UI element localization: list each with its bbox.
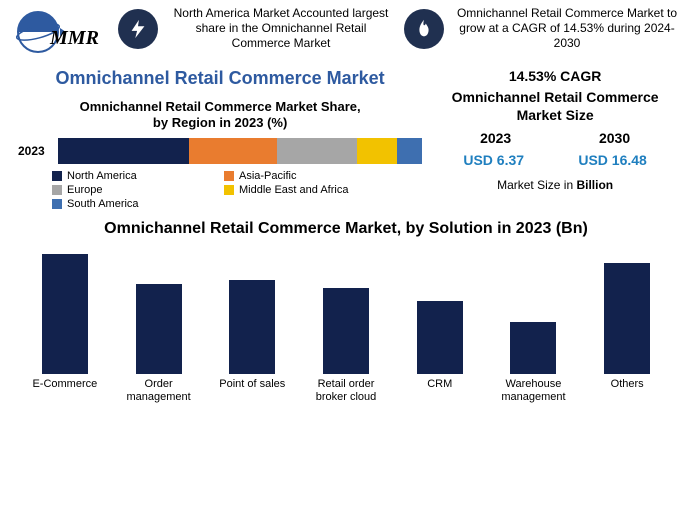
bar	[323, 288, 369, 373]
stacked-legend: North America Asia-Pacific Europe Middle Ea…	[18, 170, 422, 210]
legend-swatch	[52, 199, 62, 209]
legend-label: Middle East and Africa	[239, 184, 348, 196]
highlight-1-text: North America Market Accounted largest s…	[166, 6, 396, 51]
bar	[417, 301, 463, 374]
bar-column	[112, 284, 206, 374]
bar-column	[18, 254, 112, 373]
bar-label: Point of sales	[205, 378, 299, 404]
bar-label: Order management	[112, 378, 206, 404]
bar-label: CRM	[393, 378, 487, 404]
market-size-unit: Market Size in Billion	[436, 178, 674, 192]
stacked-year-label: 2023	[18, 144, 52, 158]
legend-swatch	[224, 185, 234, 195]
stacked-segment	[58, 138, 189, 164]
stacked-segment	[397, 138, 422, 164]
year-b-label: 2030	[599, 130, 630, 146]
bar-column	[580, 263, 674, 374]
market-size-title: Omnichannel Retail Commerce Market Size	[436, 88, 674, 124]
stacked-title-line2: by Region in 2023 (%)	[153, 115, 287, 130]
legend-label: Asia-Pacific	[239, 170, 296, 182]
bar-column	[299, 288, 393, 373]
highlight-2-text: Omnichannel Retail Commerce Market to gr…	[452, 6, 682, 51]
stacked-segment	[189, 138, 276, 164]
legend-swatch	[224, 171, 234, 181]
bar	[42, 254, 88, 373]
value-b: USD 16.48	[578, 152, 646, 168]
stacked-segment	[357, 138, 397, 164]
highlight-1: North America Market Accounted largest s…	[118, 6, 396, 51]
bar-chart-labels: E-CommerceOrder managementPoint of sales…	[18, 378, 674, 404]
bar-label: E-Commerce	[18, 378, 112, 404]
legend-swatch	[52, 185, 62, 195]
main-title: Omnichannel Retail Commerce Market	[18, 68, 422, 89]
bar	[604, 263, 650, 374]
bar-chart	[18, 246, 674, 374]
unit-bold: Billion	[576, 178, 613, 192]
year-a-label: 2023	[480, 130, 511, 146]
legend-item: South America	[52, 198, 202, 210]
bar-label: Others	[580, 378, 674, 404]
legend-item: Asia-Pacific	[224, 170, 374, 182]
mmr-logo: MMR	[10, 6, 110, 58]
svg-text:MMR: MMR	[49, 27, 99, 49]
legend-item: North America	[52, 170, 202, 182]
market-size-panel: 14.53% CAGR Omnichannel Retail Commerce …	[436, 66, 674, 210]
bar	[229, 280, 275, 374]
bar-label: Warehouse management	[487, 378, 581, 404]
bar-column	[487, 322, 581, 373]
bar-chart-title: Omnichannel Retail Commerce Market, by S…	[18, 220, 674, 238]
highlight-2: Omnichannel Retail Commerce Market to gr…	[404, 6, 682, 51]
stacked-title-line1: Omnichannel Retail Commerce Market Share…	[80, 99, 361, 114]
bolt-icon	[118, 9, 158, 49]
stacked-chart-title: Omnichannel Retail Commerce Market Share…	[18, 99, 422, 132]
bar-column	[205, 280, 299, 374]
flame-icon	[404, 9, 444, 49]
legend-label: North America	[67, 170, 137, 182]
bar	[510, 322, 556, 373]
stacked-segment	[277, 138, 357, 164]
legend-label: Europe	[67, 184, 102, 196]
bar	[136, 284, 182, 374]
value-a: USD 6.37	[463, 152, 524, 168]
legend-swatch	[52, 171, 62, 181]
bar-label: Retail order broker cloud	[299, 378, 393, 404]
legend-item: Middle East and Africa	[224, 184, 374, 196]
legend-label: South America	[67, 198, 139, 210]
unit-prefix: Market Size in	[497, 178, 576, 192]
legend-item: Europe	[52, 184, 202, 196]
bar-column	[393, 301, 487, 374]
stacked-bar-chart: 2023	[18, 138, 422, 164]
cagr-value: 14.53% CAGR	[436, 68, 674, 84]
